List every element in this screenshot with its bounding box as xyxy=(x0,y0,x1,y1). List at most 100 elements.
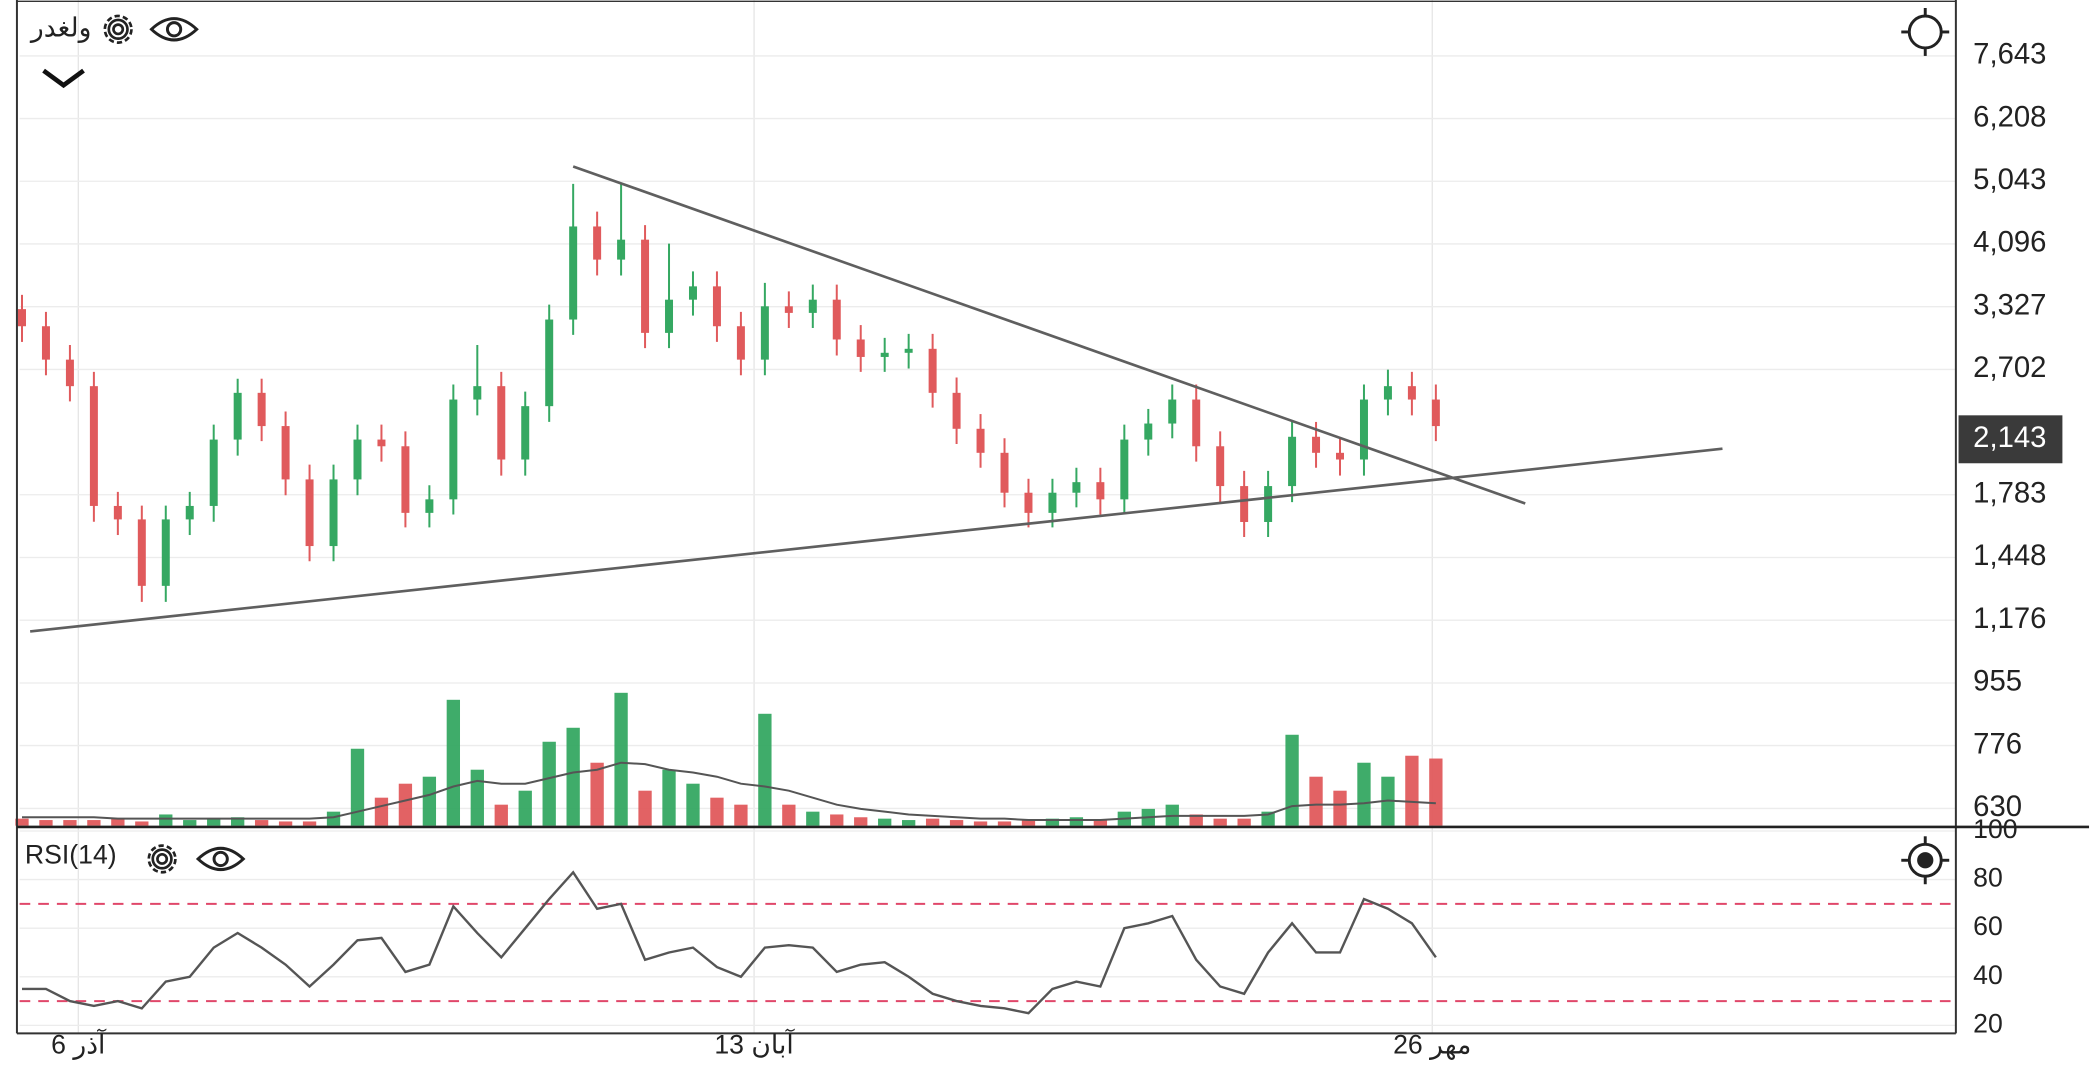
volume-bar xyxy=(542,741,556,826)
trendline xyxy=(30,447,1723,633)
volume-bar xyxy=(686,783,700,826)
axes: 6 آذر 13 آبان 26 مهر 630 776 955 1,176 1,448 1,7… xyxy=(51,38,2063,1061)
candle-body xyxy=(1359,399,1368,460)
volume-bar xyxy=(638,790,652,826)
volume-bar xyxy=(39,820,53,826)
volume-bar xyxy=(734,804,748,826)
candle-body xyxy=(1000,452,1009,493)
volume-ma-line xyxy=(21,761,1436,822)
candle-body xyxy=(1288,436,1297,487)
volume-bar xyxy=(1405,755,1419,826)
x-tick-label: 26 مهر xyxy=(1393,1030,1471,1061)
candle-body xyxy=(904,348,913,353)
volume-bar xyxy=(111,818,125,826)
volume-bar xyxy=(135,821,149,826)
y-tick-label: 40 xyxy=(1973,960,2003,990)
candle-body xyxy=(137,519,146,586)
volume-bar xyxy=(590,762,604,826)
candle-body xyxy=(1024,492,1033,513)
volume-bar xyxy=(710,797,724,826)
y-tick-label: 4,096 xyxy=(1973,226,2046,259)
candle-body xyxy=(1216,446,1225,487)
y-tick-label: 20 xyxy=(1973,1008,2003,1038)
volume-bar xyxy=(878,818,892,826)
symbol-title: ولغدر xyxy=(29,12,92,43)
candle-body xyxy=(401,446,410,513)
volume-bar xyxy=(614,692,628,826)
volume-bar xyxy=(1021,820,1036,826)
y-tick-label: 630 xyxy=(1973,790,2022,823)
volume-bar xyxy=(326,811,341,826)
settings-icon[interactable] xyxy=(103,14,133,44)
visibility-icon[interactable] xyxy=(149,17,199,42)
y-tick-label: 2,702 xyxy=(1973,351,2046,384)
volume-bar xyxy=(1333,790,1347,826)
volume-bar xyxy=(925,818,940,826)
y-tick-label: 1,783 xyxy=(1973,476,2046,509)
candle-body xyxy=(1120,439,1129,500)
candle-body xyxy=(1240,486,1249,522)
candle-body xyxy=(1048,492,1057,513)
candle-body xyxy=(1312,436,1321,453)
candle-body xyxy=(688,286,697,300)
candle-body xyxy=(856,339,865,357)
volume-bar xyxy=(278,821,293,826)
volume-bar xyxy=(422,776,437,826)
candle-body xyxy=(185,505,194,520)
volume-bar xyxy=(350,748,365,826)
candle-body xyxy=(1407,386,1416,400)
candle-body xyxy=(545,319,554,407)
candle-body xyxy=(1072,482,1081,493)
candle-body xyxy=(329,479,338,547)
candle-body xyxy=(89,386,98,506)
candle-body xyxy=(305,479,314,547)
candle-body xyxy=(473,386,482,400)
candle-body xyxy=(808,299,817,313)
candle-body xyxy=(521,406,530,460)
volume-bar xyxy=(87,820,101,826)
candle-body xyxy=(209,439,218,506)
volume-bar xyxy=(1429,758,1443,826)
volume-bar xyxy=(159,814,173,826)
volume-bar xyxy=(446,699,461,826)
crosshair-icon[interactable] xyxy=(1901,836,1950,885)
candle-body xyxy=(617,239,626,260)
volume-bar xyxy=(63,820,77,826)
volume-bar xyxy=(1357,762,1371,826)
volume-bar xyxy=(662,769,676,826)
x-tick-label: 6 آذر xyxy=(51,1028,107,1061)
volume-bar xyxy=(997,821,1012,826)
x-tick-label: 13 آبان xyxy=(714,1028,795,1060)
candle-body xyxy=(832,299,841,340)
volume-bar xyxy=(901,820,916,826)
candle-body xyxy=(1431,399,1440,427)
volume-bar xyxy=(854,817,868,826)
y-tick-label: 776 xyxy=(1973,727,2022,760)
candle-body xyxy=(952,392,961,429)
volume-bar xyxy=(518,790,532,826)
crosshair-icon[interactable] xyxy=(1901,7,1950,56)
volume-bar xyxy=(973,821,988,826)
y-tick-label: 60 xyxy=(1973,911,2003,941)
candle-body xyxy=(760,306,769,360)
collapse-chevron[interactable] xyxy=(42,68,85,89)
candle-body xyxy=(41,326,50,360)
candle-body xyxy=(1383,386,1392,400)
last-price-label: 2,143 xyxy=(1973,421,2046,454)
candle-body xyxy=(18,309,26,327)
candle-body xyxy=(784,306,793,313)
y-tick-label: 5,043 xyxy=(1973,163,2046,196)
y-tick-label: 1,176 xyxy=(1973,602,2046,635)
volume-bar xyxy=(231,817,245,826)
y-tick-label: 7,643 xyxy=(1973,38,2046,71)
candle-body xyxy=(665,299,674,333)
candle-body xyxy=(281,426,290,480)
settings-icon[interactable] xyxy=(147,844,177,874)
candle-body xyxy=(928,348,937,393)
volume-bar xyxy=(1309,776,1323,826)
volume-bar xyxy=(1285,734,1299,826)
volume-bar xyxy=(494,804,508,826)
candle-body xyxy=(1264,486,1273,522)
grid xyxy=(19,0,1956,1034)
visibility-icon[interactable] xyxy=(195,846,246,872)
